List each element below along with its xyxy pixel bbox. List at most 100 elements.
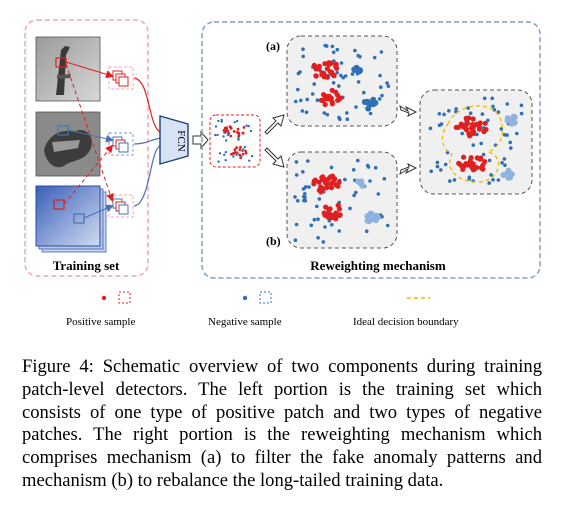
result-box xyxy=(419,89,533,195)
negative-point xyxy=(439,168,443,172)
negative-point xyxy=(301,47,305,51)
positive-point xyxy=(241,131,245,135)
negative-point xyxy=(296,199,300,203)
negative-point xyxy=(368,179,372,183)
negative-point xyxy=(309,223,314,228)
negative-point xyxy=(471,143,476,147)
negative-point xyxy=(354,190,358,195)
negative-point xyxy=(293,238,298,242)
mechanism-b-scatter xyxy=(293,158,390,244)
negative-point xyxy=(435,164,440,169)
negative-cluster-point xyxy=(365,105,372,112)
positive-point xyxy=(335,183,341,189)
legend-negative-dot xyxy=(242,295,248,301)
positive-point xyxy=(470,116,476,122)
negative-point xyxy=(315,98,320,102)
negative-point xyxy=(429,169,434,174)
negative-point xyxy=(296,87,300,92)
positive-point xyxy=(228,125,232,129)
negative-point xyxy=(368,111,373,116)
positive-point xyxy=(337,212,343,218)
negative-point xyxy=(492,108,497,112)
negative-point xyxy=(372,55,377,60)
positive-point xyxy=(468,155,474,161)
negative-point xyxy=(301,170,305,174)
positive-point xyxy=(482,120,488,126)
positive-point xyxy=(477,156,483,162)
negative-point xyxy=(316,217,320,221)
mechanism-a-scatter xyxy=(294,43,391,122)
negative-point xyxy=(481,152,486,157)
negative-point xyxy=(353,48,357,53)
positive-point xyxy=(461,122,468,128)
negative-point xyxy=(310,92,315,96)
negative-point xyxy=(294,222,299,227)
negative-point xyxy=(233,121,236,124)
positive-point xyxy=(324,181,330,187)
figure-caption: Figure 4: Schematic overview of two comp… xyxy=(22,356,542,491)
negative-point xyxy=(217,160,220,163)
positive-point xyxy=(226,129,229,133)
negative-point xyxy=(330,44,335,49)
negative-point xyxy=(358,55,362,59)
positive-point xyxy=(460,166,466,172)
positive-point xyxy=(336,206,342,212)
positive-point xyxy=(458,162,464,168)
negative-point xyxy=(237,138,240,141)
negative-point xyxy=(214,133,217,137)
negative-point xyxy=(508,140,512,145)
negative-point xyxy=(341,75,346,80)
negative-point xyxy=(448,179,452,183)
positive-point xyxy=(322,101,328,108)
negative-point xyxy=(378,73,382,78)
negative-point xyxy=(236,119,239,123)
positive-point xyxy=(319,71,325,78)
positive-point xyxy=(321,92,327,98)
positive-point xyxy=(329,101,335,107)
negative-point xyxy=(224,151,227,154)
reweighting-title: Reweighting mechanism xyxy=(310,258,446,273)
negative-point xyxy=(321,240,326,244)
reweighted-negative-point xyxy=(510,113,517,120)
negative-point xyxy=(350,72,355,76)
negative-point xyxy=(505,133,509,137)
negative-point xyxy=(300,109,305,113)
arrow-b-to-result xyxy=(399,163,418,176)
positive-point xyxy=(333,216,339,222)
negative-point xyxy=(325,112,330,117)
negative-point xyxy=(315,204,319,209)
negative-point xyxy=(330,223,334,227)
positive-point xyxy=(233,148,237,152)
positive-point xyxy=(322,61,328,67)
positive-point xyxy=(244,149,247,153)
negative-point xyxy=(489,173,493,177)
legend-negative-label: Negative sample xyxy=(208,316,282,328)
negative-point xyxy=(312,217,317,222)
negative-point xyxy=(385,223,390,228)
negative-point xyxy=(305,97,310,102)
positive-point xyxy=(313,73,319,79)
positive-point xyxy=(327,69,334,75)
negative-point xyxy=(379,50,384,54)
fcn-label: FCN xyxy=(175,130,187,151)
negative-point xyxy=(439,122,444,126)
negative-point xyxy=(245,124,248,127)
negative-point xyxy=(366,165,371,169)
legend-negative-patch xyxy=(259,291,272,304)
positive-point xyxy=(328,185,335,191)
patch-group-negative-background xyxy=(108,194,134,218)
negative-point xyxy=(307,185,311,189)
negative-cluster-point xyxy=(365,99,372,106)
positive-point xyxy=(241,152,245,156)
mechanism-a-label: (a) xyxy=(266,39,280,53)
arrow-a-to-result xyxy=(399,104,418,117)
negative-point xyxy=(329,165,334,170)
positive-point xyxy=(316,63,322,69)
negative-point xyxy=(386,84,391,88)
decision-boundary xyxy=(441,105,504,183)
positive-point xyxy=(232,151,236,155)
positive-point xyxy=(324,185,330,191)
positive-point xyxy=(461,154,467,160)
negative-point xyxy=(294,99,298,104)
positive-point xyxy=(242,126,246,129)
